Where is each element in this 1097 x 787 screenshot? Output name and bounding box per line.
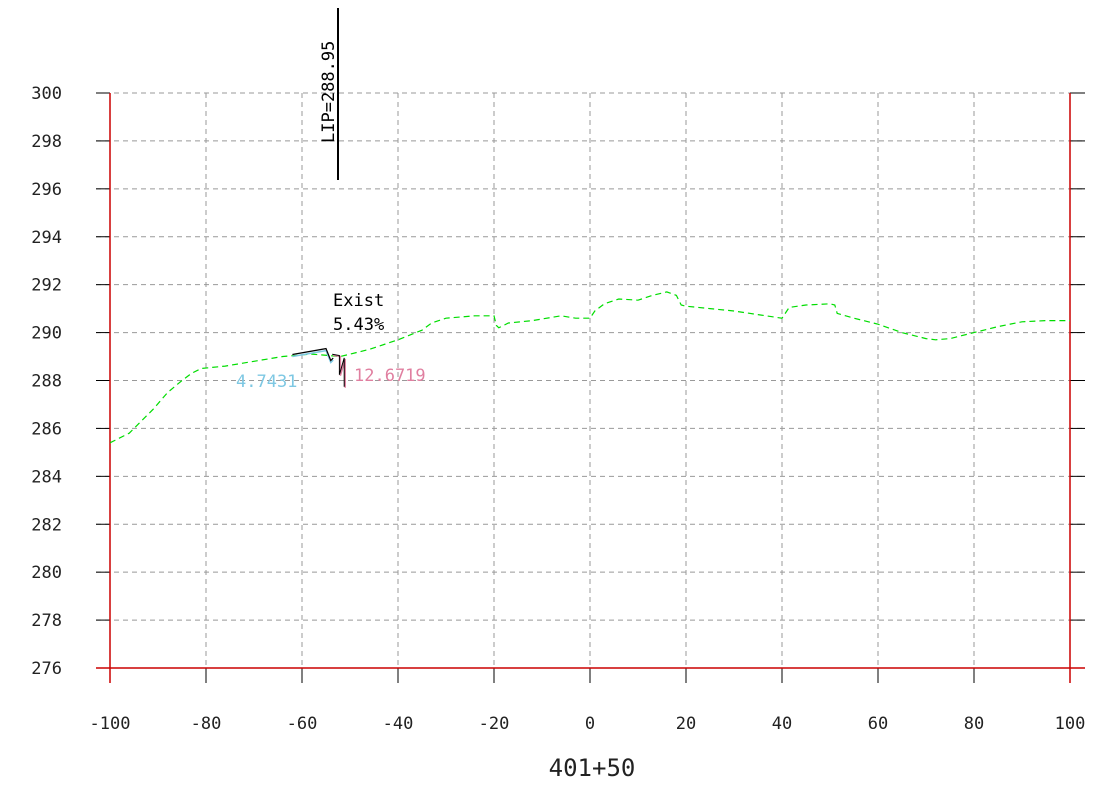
left-slope-line <box>292 349 334 364</box>
exist-grade-label: 5.43% <box>333 315 384 335</box>
y-tick-label: 294 <box>31 228 62 248</box>
x-tick-label: 20 <box>676 714 696 734</box>
y-tick-label: 286 <box>31 419 62 439</box>
x-tick-labels: -100 -80 -60 -40 -20 0 20 40 60 80 100 <box>90 714 1086 734</box>
y-tick-label: 280 <box>31 563 62 583</box>
right-slope-label: 12.6719 <box>354 366 426 386</box>
x-tick-label: 80 <box>964 714 984 734</box>
exist-label: Exist <box>333 291 384 311</box>
series <box>109 291 1070 444</box>
y-tick-label: 282 <box>31 515 62 535</box>
y-tick-label: 288 <box>31 372 62 392</box>
y-tick-label: 300 <box>31 84 62 104</box>
y-tick-labels: 300 298 296 294 292 290 288 286 284 282 280 278 276 <box>31 84 62 679</box>
x-tick-label: -20 <box>479 714 510 734</box>
y-tick-label: 290 <box>31 324 62 344</box>
x-tick-label: -60 <box>287 714 318 734</box>
left-slope-label: 4.7431 <box>236 372 297 392</box>
x-tick-label: 100 <box>1055 714 1086 734</box>
y-tick-label: 296 <box>31 180 62 200</box>
x-tick-label: 60 <box>868 714 888 734</box>
x-tick-label: -100 <box>90 714 131 734</box>
y-tick-label: 284 <box>31 467 62 487</box>
y-tick-label: 292 <box>31 276 62 296</box>
lip-label: LIP=288.95 <box>319 41 339 143</box>
y-tick-label: 276 <box>31 659 62 679</box>
left-slope-outline <box>292 347 334 362</box>
right-slope-line <box>333 354 346 388</box>
axes <box>96 92 1085 683</box>
lip-marker: LIP=288.95 <box>319 8 339 180</box>
x-tick-label: 0 <box>585 714 595 734</box>
station-label: 401+50 <box>549 754 636 782</box>
x-tick-label: 40 <box>772 714 792 734</box>
grid <box>96 92 1085 683</box>
annotations: Exist 5.43% 4.7431 12.6719 <box>236 291 426 392</box>
y-tick-label: 298 <box>31 132 62 152</box>
existing-ground-line <box>109 291 1070 444</box>
x-tick-label: -80 <box>191 714 222 734</box>
right-slope-outline <box>332 353 345 387</box>
y-tick-label: 278 <box>31 611 62 631</box>
x-tick-label: -40 <box>383 714 414 734</box>
